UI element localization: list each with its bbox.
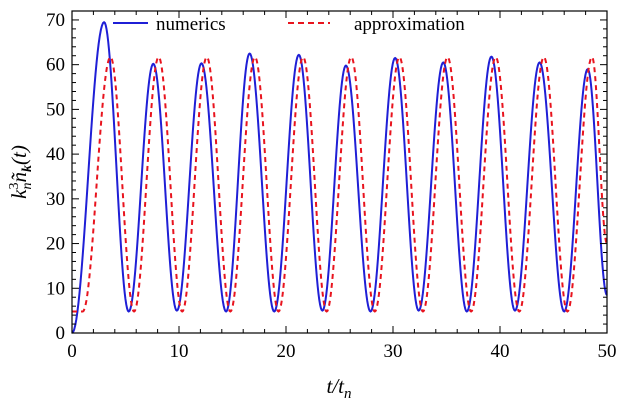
y-tick-label: 0 bbox=[56, 323, 66, 344]
ticks-layer: 0 10 20 30 40 50 0 10 20 30 40 50 60 70 bbox=[46, 10, 617, 362]
y-tick-label: 70 bbox=[46, 10, 65, 31]
x-tick-label: 40 bbox=[491, 341, 510, 362]
y-tick-label: 60 bbox=[46, 55, 65, 76]
y-tick-label: 10 bbox=[46, 278, 65, 299]
legend: numerics approximation bbox=[113, 14, 465, 35]
series-line-approximation bbox=[71, 56, 608, 313]
plot-frame bbox=[71, 10, 608, 334]
legend-label-approximation: approximation bbox=[354, 14, 465, 35]
series-line-numerics bbox=[71, 21, 608, 334]
x-axis-label: t/tn bbox=[326, 374, 351, 402]
x-tick-label: 20 bbox=[277, 341, 296, 362]
y-tick-label: 40 bbox=[46, 144, 65, 165]
y-tick-label: 50 bbox=[46, 99, 65, 120]
y-tick-label: 30 bbox=[46, 189, 65, 210]
x-tick-label: 30 bbox=[384, 341, 403, 362]
x-tick-label: 0 bbox=[67, 341, 77, 362]
series-layer bbox=[71, 21, 608, 334]
x-tick-label: 10 bbox=[170, 341, 189, 362]
x-tick-label: 50 bbox=[598, 341, 617, 362]
y-axis-label: kn3ñk(t) bbox=[7, 145, 35, 199]
legend-label-numerics: numerics bbox=[156, 14, 226, 35]
y-tick-label: 20 bbox=[46, 234, 65, 255]
